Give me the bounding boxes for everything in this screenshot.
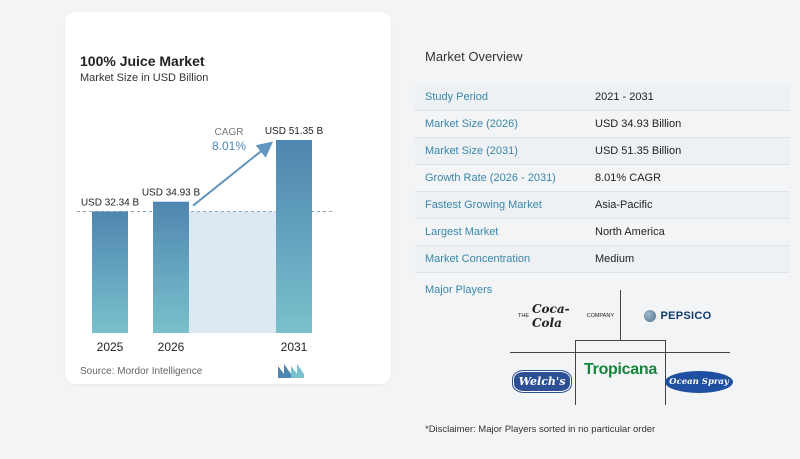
tropicana-logo: Tropicana (578, 350, 663, 390)
grid-divider (510, 352, 730, 353)
bar-chart: USD 32.34 B 2025 USD 34.93 B 2026 USD 51.35 … (77, 126, 333, 354)
chart-subtitle: Market Size in USD Billion (80, 72, 209, 84)
ocean-spray-name: Ocean Spray (665, 371, 733, 393)
coca-cola-logo: THE Coca-Cola COMPANY (518, 302, 614, 330)
overview-label: Largest Market (425, 226, 499, 238)
overview-row-study-period: Study Period 2021 - 2031 (415, 84, 790, 111)
major-players-grid: THE Coca-Cola COMPANY PEPSICO Welch's Tr… (510, 290, 733, 405)
pepsico-name: PEPSICO (660, 310, 712, 322)
x-tick-label-2025: 2025 (97, 340, 124, 354)
major-players-label: Major Players (425, 284, 493, 296)
cagr-arrow (192, 141, 274, 207)
overview-row-growth-rate: Growth Rate (2026 - 2031) 8.01% CAGR (415, 165, 790, 192)
bar-2025 (92, 211, 128, 333)
mordor-intelligence-logo (278, 364, 304, 383)
coca-cola-prefix: THE (518, 313, 529, 319)
overview-value: 8.01% CAGR (595, 172, 662, 184)
overview-value: USD 51.35 Billion (595, 145, 682, 157)
welchs-logo: Welch's (513, 366, 571, 396)
ocean-spray-logo: Ocean Spray (665, 366, 733, 398)
overview-row-fastest-growing: Fastest Growing Market Asia-Pacific (415, 192, 790, 219)
overview-label: Growth Rate (2026 - 2031) (425, 172, 556, 184)
cagr-label: CAGR (215, 127, 244, 138)
chart-title: 100% Juice Market (80, 53, 205, 69)
coca-cola-suffix: COMPANY (586, 313, 614, 319)
x-tick-label-2026: 2026 (158, 340, 185, 354)
grid-divider (620, 290, 621, 340)
cagr-value: 8.01% (212, 139, 246, 153)
overview-value: North America (595, 226, 665, 238)
bar-2026 (153, 201, 189, 333)
overview-label: Fastest Growing Market (425, 199, 542, 211)
overview-row-market-size-2026: Market Size (2026) USD 34.93 Billion (415, 111, 790, 138)
overview-value: Medium (595, 253, 635, 265)
source-text: Source: Mordor Intelligence (80, 366, 203, 377)
overview-row-concentration: Market Concentration Medium (415, 246, 790, 273)
overview-row-market-size-2031: Market Size (2031) USD 51.35 Billion (415, 138, 790, 165)
overview-label: Study Period (425, 91, 488, 103)
disclaimer-text: *Disclaimer: Major Players sorted in no … (425, 424, 656, 435)
overview-label: Market Size (2026) (425, 118, 518, 130)
overview-label: Market Size (2031) (425, 145, 518, 157)
data-label-2025: USD 32.34 B (81, 197, 140, 208)
data-label-2031: USD 51.35 B (265, 126, 324, 137)
welchs-name: Welch's (513, 371, 571, 391)
coca-cola-name: Coca-Cola (532, 302, 570, 330)
pepsico-globe-icon (644, 310, 657, 322)
pepsico-logo: PEPSICO (630, 302, 726, 330)
bar-2031 (276, 140, 312, 333)
overview-value: USD 34.93 Billion (595, 118, 682, 130)
x-tick-label-2031: 2031 (281, 340, 308, 354)
overview-value: 2021 - 2031 (595, 91, 654, 103)
data-label-2026: USD 34.93 B (142, 188, 201, 199)
market-overview-title: Market Overview (425, 49, 523, 64)
overview-row-largest-market: Largest Market North America (415, 219, 790, 246)
overview-label: Market Concentration (425, 253, 531, 265)
grid-divider (665, 340, 666, 405)
grid-divider (575, 340, 665, 341)
market-overview-table: Study Period 2021 - 2031 Market Size (20… (415, 84, 790, 273)
grid-divider (575, 340, 576, 405)
growth-shade-area (189, 211, 276, 333)
overview-value: Asia-Pacific (595, 199, 653, 211)
tropicana-name: Tropicana (584, 361, 657, 378)
